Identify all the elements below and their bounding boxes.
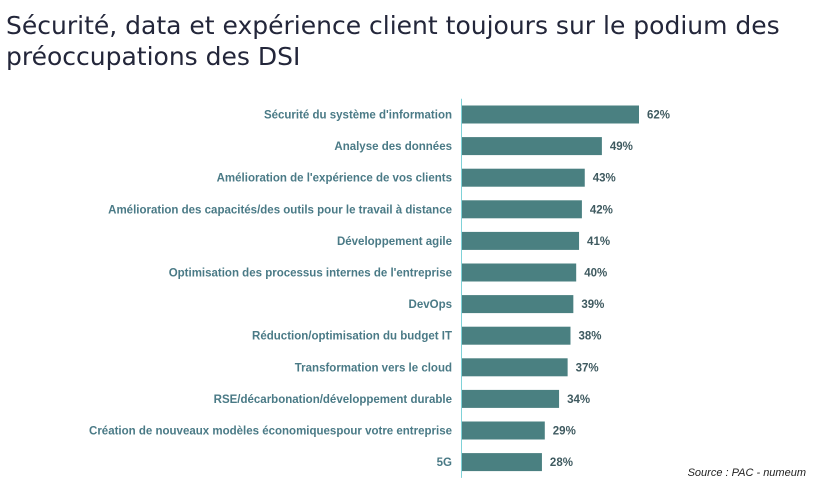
category-label-3: Amélioration de l'expérience de vos clie… <box>217 173 452 185</box>
value-label-6: 40% <box>584 268 607 280</box>
category-label-8: Réduction/optimisation du budget IT <box>252 331 452 343</box>
value-label-9: 37% <box>576 362 599 374</box>
category-label-2: Analyse des données <box>334 141 452 153</box>
source-note: Source : PAC - numeum <box>687 467 806 479</box>
category-label-1: Sécurité du système d'information <box>264 110 452 122</box>
category-label-10: RSE/décarbonation/développement durable <box>214 394 452 406</box>
value-label-4: 42% <box>590 204 613 216</box>
bar-9 <box>462 358 568 377</box>
value-label-11: 29% <box>553 426 576 438</box>
category-label-5: Développement agile <box>337 236 452 248</box>
value-label-1: 62% <box>647 110 670 122</box>
value-label-8: 38% <box>578 331 601 343</box>
bar-11 <box>462 421 545 440</box>
bar-7 <box>462 295 574 314</box>
bar-2 <box>462 137 602 156</box>
chart-title: Sécurité, data et expérience client touj… <box>6 11 780 71</box>
category-label-7: DevOps <box>409 299 452 311</box>
bar-6 <box>462 263 577 282</box>
value-label-12: 28% <box>550 457 573 469</box>
bar-5 <box>462 231 580 250</box>
category-label-11: Création de nouveaux modèles économiques… <box>89 426 452 438</box>
value-label-5: 41% <box>587 236 610 248</box>
bar-8 <box>462 326 571 345</box>
value-label-2: 49% <box>610 141 633 153</box>
value-label-3: 43% <box>593 173 616 185</box>
category-label-9: Transformation vers le cloud <box>295 362 452 374</box>
bar-3 <box>462 168 585 187</box>
bar-10 <box>462 389 560 408</box>
category-label-4: Amélioration des capacités/des outils po… <box>108 204 452 216</box>
value-label-7: 39% <box>581 299 604 311</box>
value-label-10: 34% <box>567 394 590 406</box>
bar-1 <box>462 105 639 124</box>
category-label-6: Optimisation des processus internes de l… <box>169 268 452 280</box>
category-label-12: 5G <box>437 457 452 469</box>
bar-12 <box>462 453 542 472</box>
bar-4 <box>462 200 582 219</box>
